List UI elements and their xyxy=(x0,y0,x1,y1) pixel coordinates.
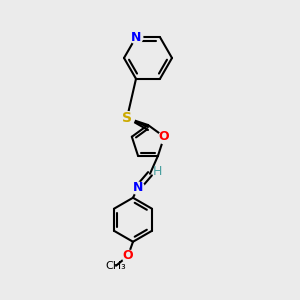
Text: O: O xyxy=(123,249,133,262)
Text: S: S xyxy=(122,111,132,125)
Text: N: N xyxy=(131,31,141,44)
Text: O: O xyxy=(159,130,169,143)
Text: CH₃: CH₃ xyxy=(106,261,126,271)
Text: H: H xyxy=(152,165,162,178)
Text: N: N xyxy=(133,181,143,194)
